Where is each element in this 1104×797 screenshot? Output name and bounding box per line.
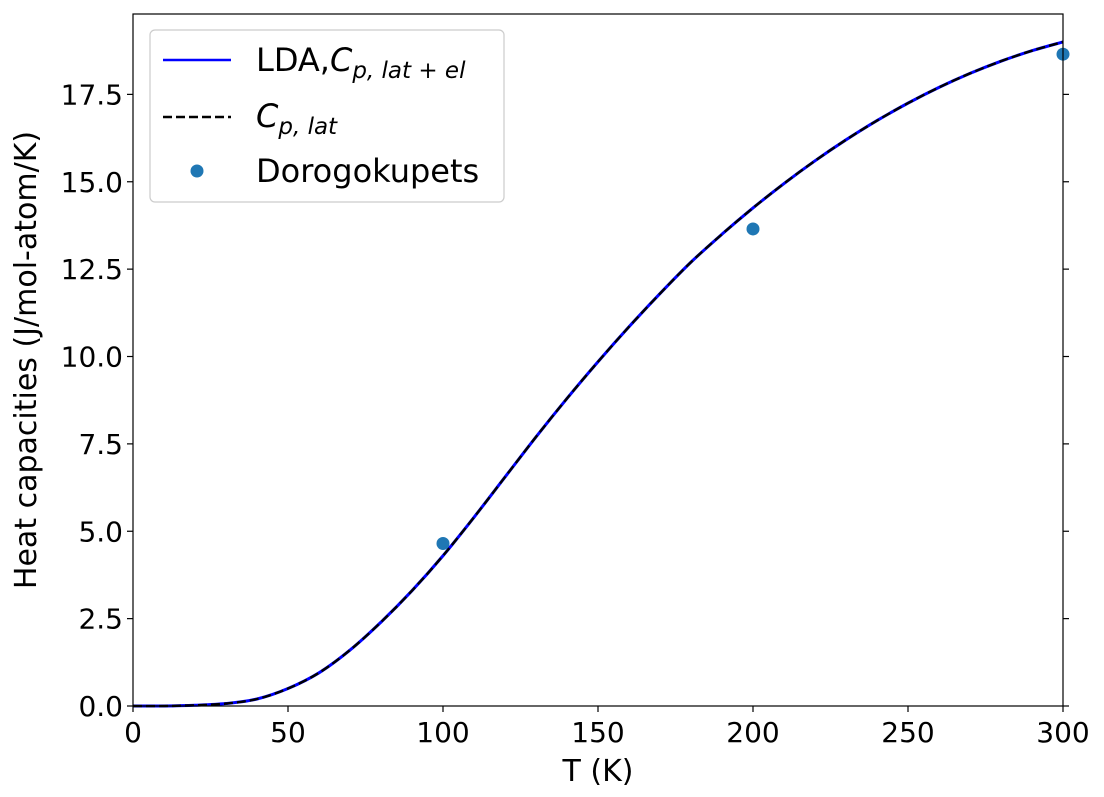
- y-tick-label: 10.0: [61, 341, 123, 374]
- y-tick-label: 0.0: [78, 690, 123, 723]
- legend-lda-main: LDA,: [256, 41, 330, 79]
- data-point-0: [436, 536, 450, 550]
- legend-box: [149, 29, 505, 203]
- x-axis-label: T (K): [562, 754, 634, 789]
- y-tick-label: 17.5: [61, 78, 123, 111]
- y-tick-label: 12.5: [61, 253, 123, 286]
- series-layer: [132, 40, 1070, 708]
- data-point-1: [746, 222, 760, 236]
- y-axis-label: Heat capacities (J/mol-atom/K): [9, 131, 44, 589]
- tick-layer: 0 50 100 150 200 250 300 0.0 2.5 5.0 7.5 10.0 12.5 15…: [61, 78, 1090, 749]
- legend-lda-math-base: C: [330, 41, 353, 79]
- legend: LDA,Cp, lat + el Cp, lat Dorogokupets: [149, 29, 505, 203]
- y-tick-label: 15.0: [61, 166, 123, 199]
- x-tick-label: 250: [881, 716, 934, 749]
- y-tick-label: 2.5: [78, 603, 123, 636]
- y-tick-label: 5.0: [78, 515, 123, 548]
- legend-cplat-math-base: C: [256, 97, 279, 135]
- legend-cplat-math-sub: p, lat: [277, 114, 338, 140]
- x-tick-label: 100: [416, 716, 469, 749]
- y-tick-label: 7.5: [78, 428, 123, 461]
- x-tick-label: 50: [270, 716, 306, 749]
- x-tick-label: 0: [124, 716, 142, 749]
- legend-marker-dorogokupets: [190, 164, 204, 178]
- x-tick-label: 300: [1036, 716, 1089, 749]
- x-tick-label: 150: [571, 716, 624, 749]
- x-tick-label: 200: [726, 716, 779, 749]
- legend-lda-math-sub: p, lat + el: [351, 58, 466, 84]
- legend-entry-dorogokupets: Dorogokupets: [256, 152, 479, 190]
- legend-entry-cplat: Cp, lat: [256, 97, 338, 140]
- legend-entry-lda: LDA,Cp, lat + el: [256, 41, 466, 84]
- series-line-1: [132, 40, 1064, 708]
